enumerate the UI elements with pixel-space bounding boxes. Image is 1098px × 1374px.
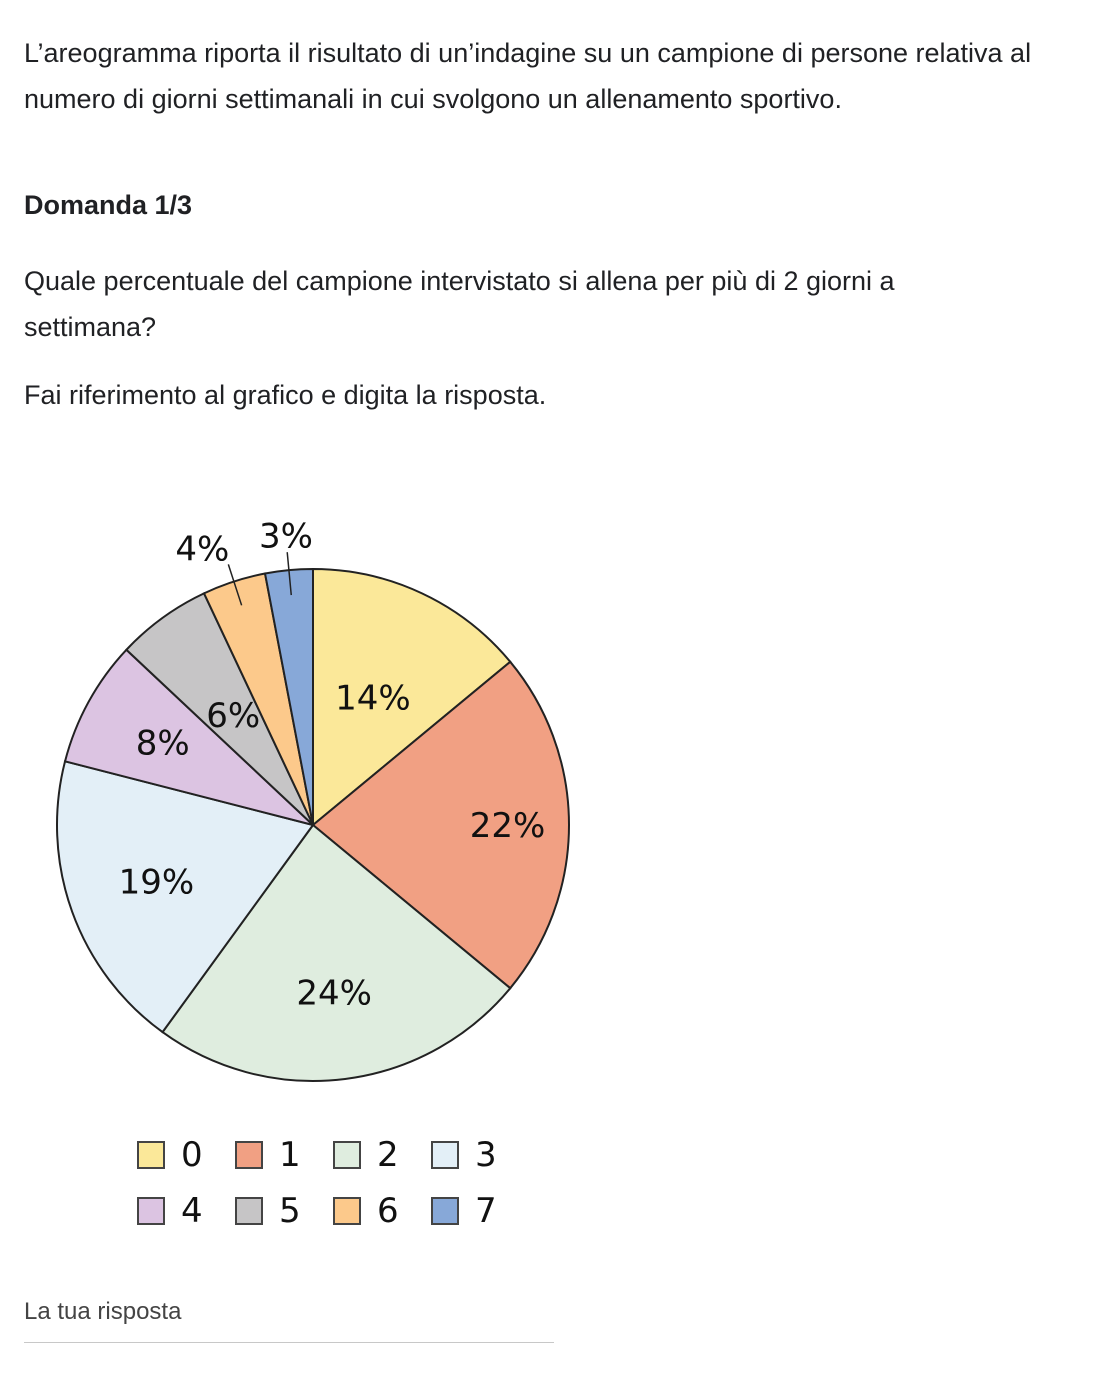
- pie-slice: [312, 567, 512, 828]
- legend-label: 1: [279, 1135, 301, 1175]
- slice-label: 14%: [335, 679, 411, 719]
- legend-label: 4: [181, 1191, 203, 1231]
- legend-label: 7: [475, 1191, 497, 1231]
- answer-input[interactable]: [24, 1334, 554, 1343]
- legend-item: 2: [333, 1135, 431, 1175]
- legend-item: 6: [333, 1191, 431, 1231]
- legend-item: 4: [137, 1191, 235, 1231]
- legend-swatch: [137, 1197, 165, 1225]
- pie-slice: [161, 823, 512, 1082]
- slice-label: 24%: [296, 974, 372, 1014]
- pie-chart: 14% 22% 24% 19% 8% 6% 4% 3%: [56, 517, 570, 1082]
- slice-label: 22%: [470, 806, 546, 846]
- intro-text: L’areogramma riporta il risultato di un’…: [24, 38, 1032, 114]
- legend-item: 7: [431, 1191, 529, 1231]
- legend-swatch: [333, 1141, 361, 1169]
- legend-swatch: [431, 1141, 459, 1169]
- slice-label: 4%: [175, 529, 229, 569]
- legend-item: 0: [137, 1135, 235, 1175]
- chart-legend: 0 1 2 3 4 5 6 7: [137, 1135, 537, 1247]
- legend-label: 5: [279, 1191, 301, 1231]
- pie-slice: [311, 660, 570, 990]
- pie-slice: [63, 648, 314, 826]
- legend-swatch: [235, 1197, 263, 1225]
- legend-item: 1: [235, 1135, 333, 1175]
- legend-label: 0: [181, 1135, 203, 1175]
- legend-item: 3: [431, 1135, 529, 1175]
- legend-label: 3: [475, 1135, 497, 1175]
- pie-slice: [56, 760, 315, 1034]
- question-heading: Domanda 1/3: [24, 190, 193, 220]
- slice-label: 6%: [206, 696, 260, 736]
- instruction-text: Fai riferimento al grafico e digita la r…: [24, 380, 547, 410]
- slice-label: 3%: [259, 517, 313, 557]
- legend-swatch: [137, 1141, 165, 1169]
- slice-label: 8%: [136, 723, 190, 763]
- legend-swatch: [235, 1141, 263, 1169]
- legend-item: 5: [235, 1191, 333, 1231]
- legend-label: 2: [377, 1135, 399, 1175]
- callout-line: [286, 552, 293, 596]
- answer-label: La tua risposta: [24, 1298, 182, 1325]
- question-text: Quale percentuale del campione intervist…: [24, 266, 895, 342]
- legend-label: 6: [377, 1191, 399, 1231]
- callout-line: [227, 564, 243, 606]
- legend-row: 4 5 6 7: [137, 1191, 537, 1231]
- legend-swatch: [333, 1197, 361, 1225]
- slice-label: 19%: [119, 862, 195, 902]
- legend-swatch: [431, 1197, 459, 1225]
- legend-row: 0 1 2 3: [137, 1135, 537, 1175]
